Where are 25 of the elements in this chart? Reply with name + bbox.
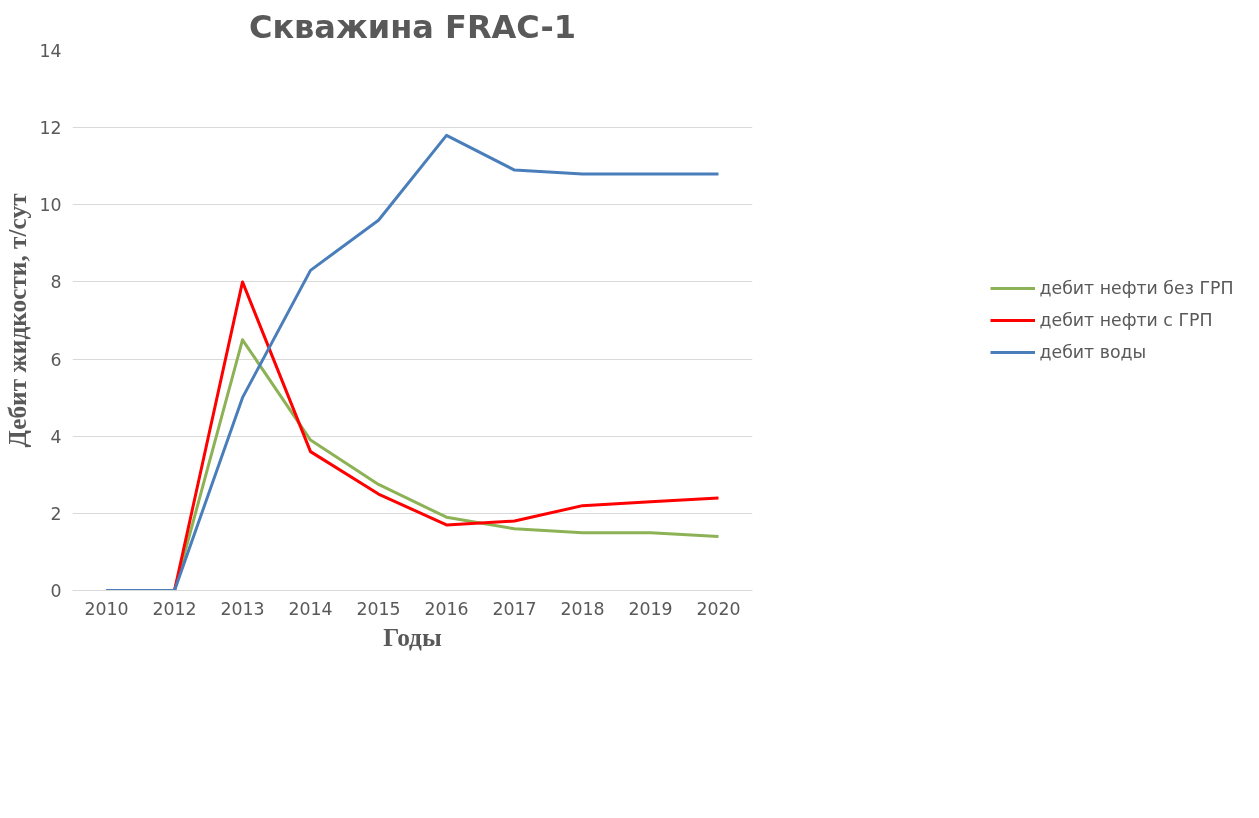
y-tick-label: 14 bbox=[39, 41, 62, 61]
x-axis-title: Годы bbox=[383, 622, 442, 651]
y-tick-label: 12 bbox=[39, 118, 62, 139]
legend-label: дебит воды bbox=[1039, 342, 1147, 362]
x-tick-label: 2019 bbox=[628, 598, 673, 619]
x-tick-label: 2016 bbox=[424, 598, 469, 619]
x-tick-label: 2017 bbox=[492, 598, 537, 619]
y-tick-label: 2 bbox=[50, 503, 62, 524]
legend-label: дебит нефти без ГРП bbox=[1039, 278, 1234, 298]
x-tick-label: 2013 bbox=[220, 598, 265, 619]
x-tick-label: 2010 bbox=[84, 598, 129, 619]
y-tick-label: 8 bbox=[50, 272, 62, 293]
y-tick-label: 6 bbox=[50, 349, 62, 370]
x-tick-label: 2018 bbox=[560, 598, 605, 619]
x-tick-label: 2020 bbox=[696, 598, 741, 619]
x-tick-label: 2015 bbox=[356, 598, 401, 619]
x-tick-label: 2012 bbox=[152, 598, 197, 619]
y-tick-label: 0 bbox=[50, 581, 62, 601]
chart-title: Скважина FRAC-1 bbox=[248, 7, 577, 46]
line-series bbox=[105, 133, 720, 591]
y-tick-label: 10 bbox=[39, 195, 62, 216]
x-tick-label: 2014 bbox=[288, 598, 333, 619]
y-axis-title: Дебит жидкости, т/сут bbox=[3, 192, 32, 448]
y-tick-label: 4 bbox=[50, 426, 62, 447]
legend-label: дебит нефти с ГРП bbox=[1039, 310, 1213, 330]
